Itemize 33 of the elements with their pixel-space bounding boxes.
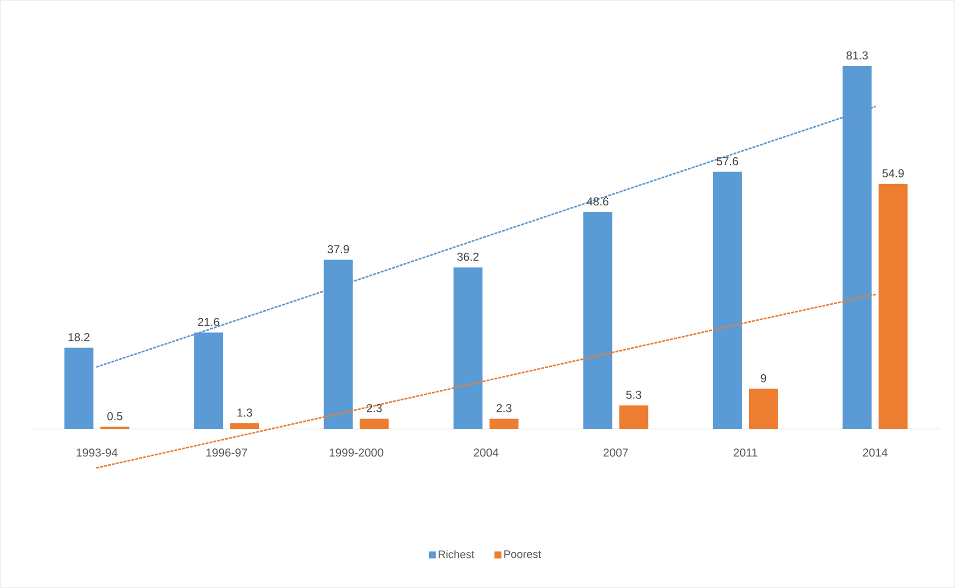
x-tick-label: 2007 [604, 448, 628, 457]
data-label: 5.3 [626, 390, 642, 399]
data-label: 18.2 [68, 333, 90, 342]
x-tick-label: 1999-2000 [330, 448, 384, 457]
data-label: 37.9 [328, 245, 349, 254]
bar [712, 172, 742, 429]
bar [454, 267, 483, 429]
bar [64, 348, 94, 429]
bar [583, 212, 612, 429]
x-tick-label: 2014 [862, 448, 888, 457]
data-label: 2.3 [366, 404, 382, 412]
data-label: 2.3 [496, 404, 512, 412]
data-label: 0.5 [107, 412, 122, 420]
bar [748, 388, 778, 429]
data-label: 9 [760, 374, 766, 382]
data-label: 81.3 [846, 51, 868, 60]
bar [360, 418, 389, 429]
data-label: 21.6 [198, 318, 220, 326]
x-tick-label: 2004 [474, 448, 498, 457]
x-tick-label: 2011 [734, 448, 758, 457]
bar [230, 423, 260, 429]
legend-label: Richest [438, 550, 474, 558]
bar [619, 405, 648, 429]
legend-label: Poorest [504, 550, 542, 558]
x-tick-label: 1993-94 [76, 448, 118, 457]
bar [490, 418, 519, 429]
bar [878, 184, 908, 429]
data-label: 54.9 [882, 169, 904, 178]
data-label: 48.6 [586, 197, 608, 206]
data-label: 36.2 [457, 252, 479, 261]
data-label: 57.6 [716, 157, 738, 166]
x-tick-label: 1996-97 [206, 448, 248, 457]
data-label: 1.3 [237, 408, 252, 417]
